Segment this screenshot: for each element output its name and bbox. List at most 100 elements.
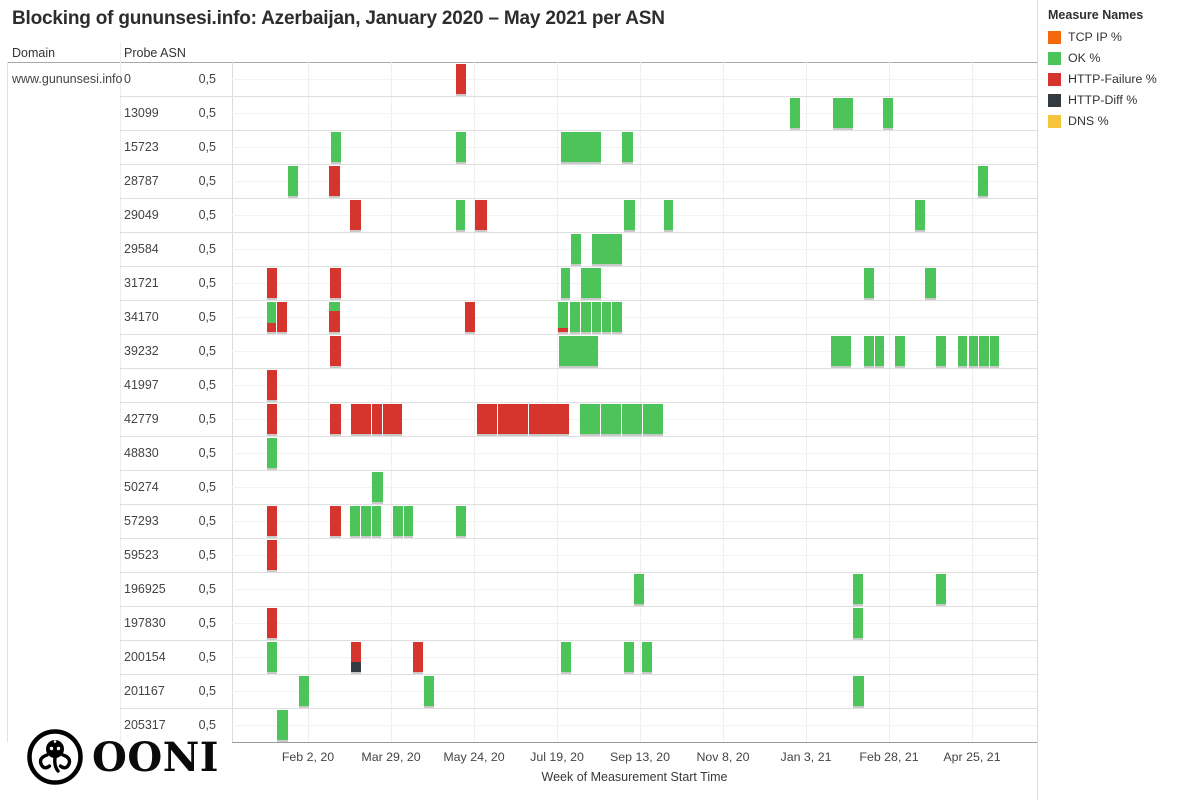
bar-mark[interactable]	[518, 404, 528, 434]
bar-mark[interactable]	[331, 132, 341, 162]
bar-mark[interactable]	[413, 642, 423, 672]
bar-mark[interactable]	[549, 404, 559, 434]
bar-mark[interactable]	[267, 302, 276, 332]
bar-mark[interactable]	[634, 574, 644, 604]
bar-mark[interactable]	[372, 404, 382, 434]
bar-mark[interactable]	[559, 404, 569, 434]
legend-item-ok[interactable]: OK %	[1048, 51, 1198, 65]
bar-mark[interactable]	[561, 132, 571, 162]
bar-mark[interactable]	[329, 302, 340, 332]
bar-mark[interactable]	[330, 506, 341, 536]
bar-mark[interactable]	[643, 404, 653, 434]
bar-mark[interactable]	[383, 404, 393, 434]
bar-mark[interactable]	[477, 404, 487, 434]
bar-mark[interactable]	[611, 404, 621, 434]
bar-mark[interactable]	[569, 336, 579, 366]
bar-mark[interactable]	[853, 608, 863, 638]
bar-mark[interactable]	[624, 642, 634, 672]
bar-mark[interactable]	[589, 336, 598, 366]
bar-mark[interactable]	[351, 404, 361, 434]
bar-mark[interactable]	[990, 336, 999, 366]
bar-mark[interactable]	[591, 132, 601, 162]
bar-mark[interactable]	[267, 506, 277, 536]
bar-mark[interactable]	[601, 404, 611, 434]
legend-item-tcp-ip[interactable]: TCP IP %	[1048, 30, 1198, 44]
bar-mark[interactable]	[330, 336, 341, 366]
bar-mark[interactable]	[539, 404, 549, 434]
bar-mark[interactable]	[330, 268, 341, 298]
bar-mark[interactable]	[790, 98, 800, 128]
bar-mark[interactable]	[393, 404, 402, 434]
bar-mark[interactable]	[602, 302, 611, 332]
bar-mark[interactable]	[664, 200, 673, 230]
bar-mark[interactable]	[277, 302, 287, 332]
bar-mark[interactable]	[642, 642, 652, 672]
bar-mark[interactable]	[612, 234, 622, 264]
bar-mark[interactable]	[958, 336, 967, 366]
bar-mark[interactable]	[978, 166, 988, 196]
bar-mark[interactable]	[361, 404, 371, 434]
bar-mark[interactable]	[833, 98, 843, 128]
bar-mark[interactable]	[475, 200, 487, 230]
bar-mark[interactable]	[424, 676, 434, 706]
bar-mark[interactable]	[329, 166, 340, 196]
bar-mark[interactable]	[558, 302, 568, 332]
bar-mark[interactable]	[590, 404, 600, 434]
bar-mark[interactable]	[864, 268, 874, 298]
bar-mark[interactable]	[351, 642, 361, 672]
bar-mark[interactable]	[361, 506, 371, 536]
bar-mark[interactable]	[979, 336, 989, 366]
bar-mark[interactable]	[969, 336, 978, 366]
bar-mark[interactable]	[864, 336, 874, 366]
bar-mark[interactable]	[508, 404, 518, 434]
bar-mark[interactable]	[925, 268, 936, 298]
legend-item-http-failure[interactable]: HTTP-Failure %	[1048, 72, 1198, 86]
bar-mark[interactable]	[372, 472, 383, 502]
bar-mark[interactable]	[350, 200, 361, 230]
bar-mark[interactable]	[831, 336, 841, 366]
bar-mark[interactable]	[592, 234, 602, 264]
legend-item-dns[interactable]: DNS %	[1048, 114, 1198, 128]
bar-mark[interactable]	[841, 336, 851, 366]
bar-mark[interactable]	[653, 404, 663, 434]
bar-mark[interactable]	[372, 506, 381, 536]
bar-mark[interactable]	[393, 506, 403, 536]
bar-mark[interactable]	[843, 98, 853, 128]
bar-mark[interactable]	[853, 676, 864, 706]
bar-mark[interactable]	[895, 336, 905, 366]
bar-mark[interactable]	[591, 268, 601, 298]
bar-mark[interactable]	[580, 404, 590, 434]
bar-mark[interactable]	[936, 336, 946, 366]
bar-mark[interactable]	[456, 506, 466, 536]
bar-mark[interactable]	[561, 642, 571, 672]
bar-mark[interactable]	[465, 302, 475, 332]
bar-mark[interactable]	[330, 404, 341, 434]
bar-mark[interactable]	[498, 404, 508, 434]
bar-mark[interactable]	[581, 268, 591, 298]
bar-mark[interactable]	[622, 404, 632, 434]
ooni-logo[interactable]: OONI	[26, 728, 219, 786]
legend-item-http-diff[interactable]: HTTP-Diff %	[1048, 93, 1198, 107]
bar-mark[interactable]	[592, 302, 601, 332]
bar-mark[interactable]	[529, 404, 539, 434]
bar-mark[interactable]	[875, 336, 884, 366]
bar-mark[interactable]	[581, 302, 591, 332]
bar-mark[interactable]	[456, 64, 466, 94]
bar-mark[interactable]	[267, 370, 277, 400]
bar-mark[interactable]	[632, 404, 642, 434]
bar-mark[interactable]	[579, 336, 589, 366]
bar-mark[interactable]	[456, 200, 465, 230]
bar-mark[interactable]	[936, 574, 946, 604]
bar-mark[interactable]	[277, 710, 288, 740]
bar-mark[interactable]	[624, 200, 635, 230]
bar-mark[interactable]	[267, 608, 277, 638]
bar-mark[interactable]	[612, 302, 622, 332]
bar-mark[interactable]	[570, 302, 580, 332]
bar-mark[interactable]	[571, 132, 581, 162]
bar-mark[interactable]	[581, 132, 591, 162]
bar-mark[interactable]	[622, 132, 633, 162]
bar-mark[interactable]	[288, 166, 298, 196]
bar-mark[interactable]	[299, 676, 309, 706]
bar-mark[interactable]	[267, 404, 277, 434]
bar-mark[interactable]	[915, 200, 925, 230]
